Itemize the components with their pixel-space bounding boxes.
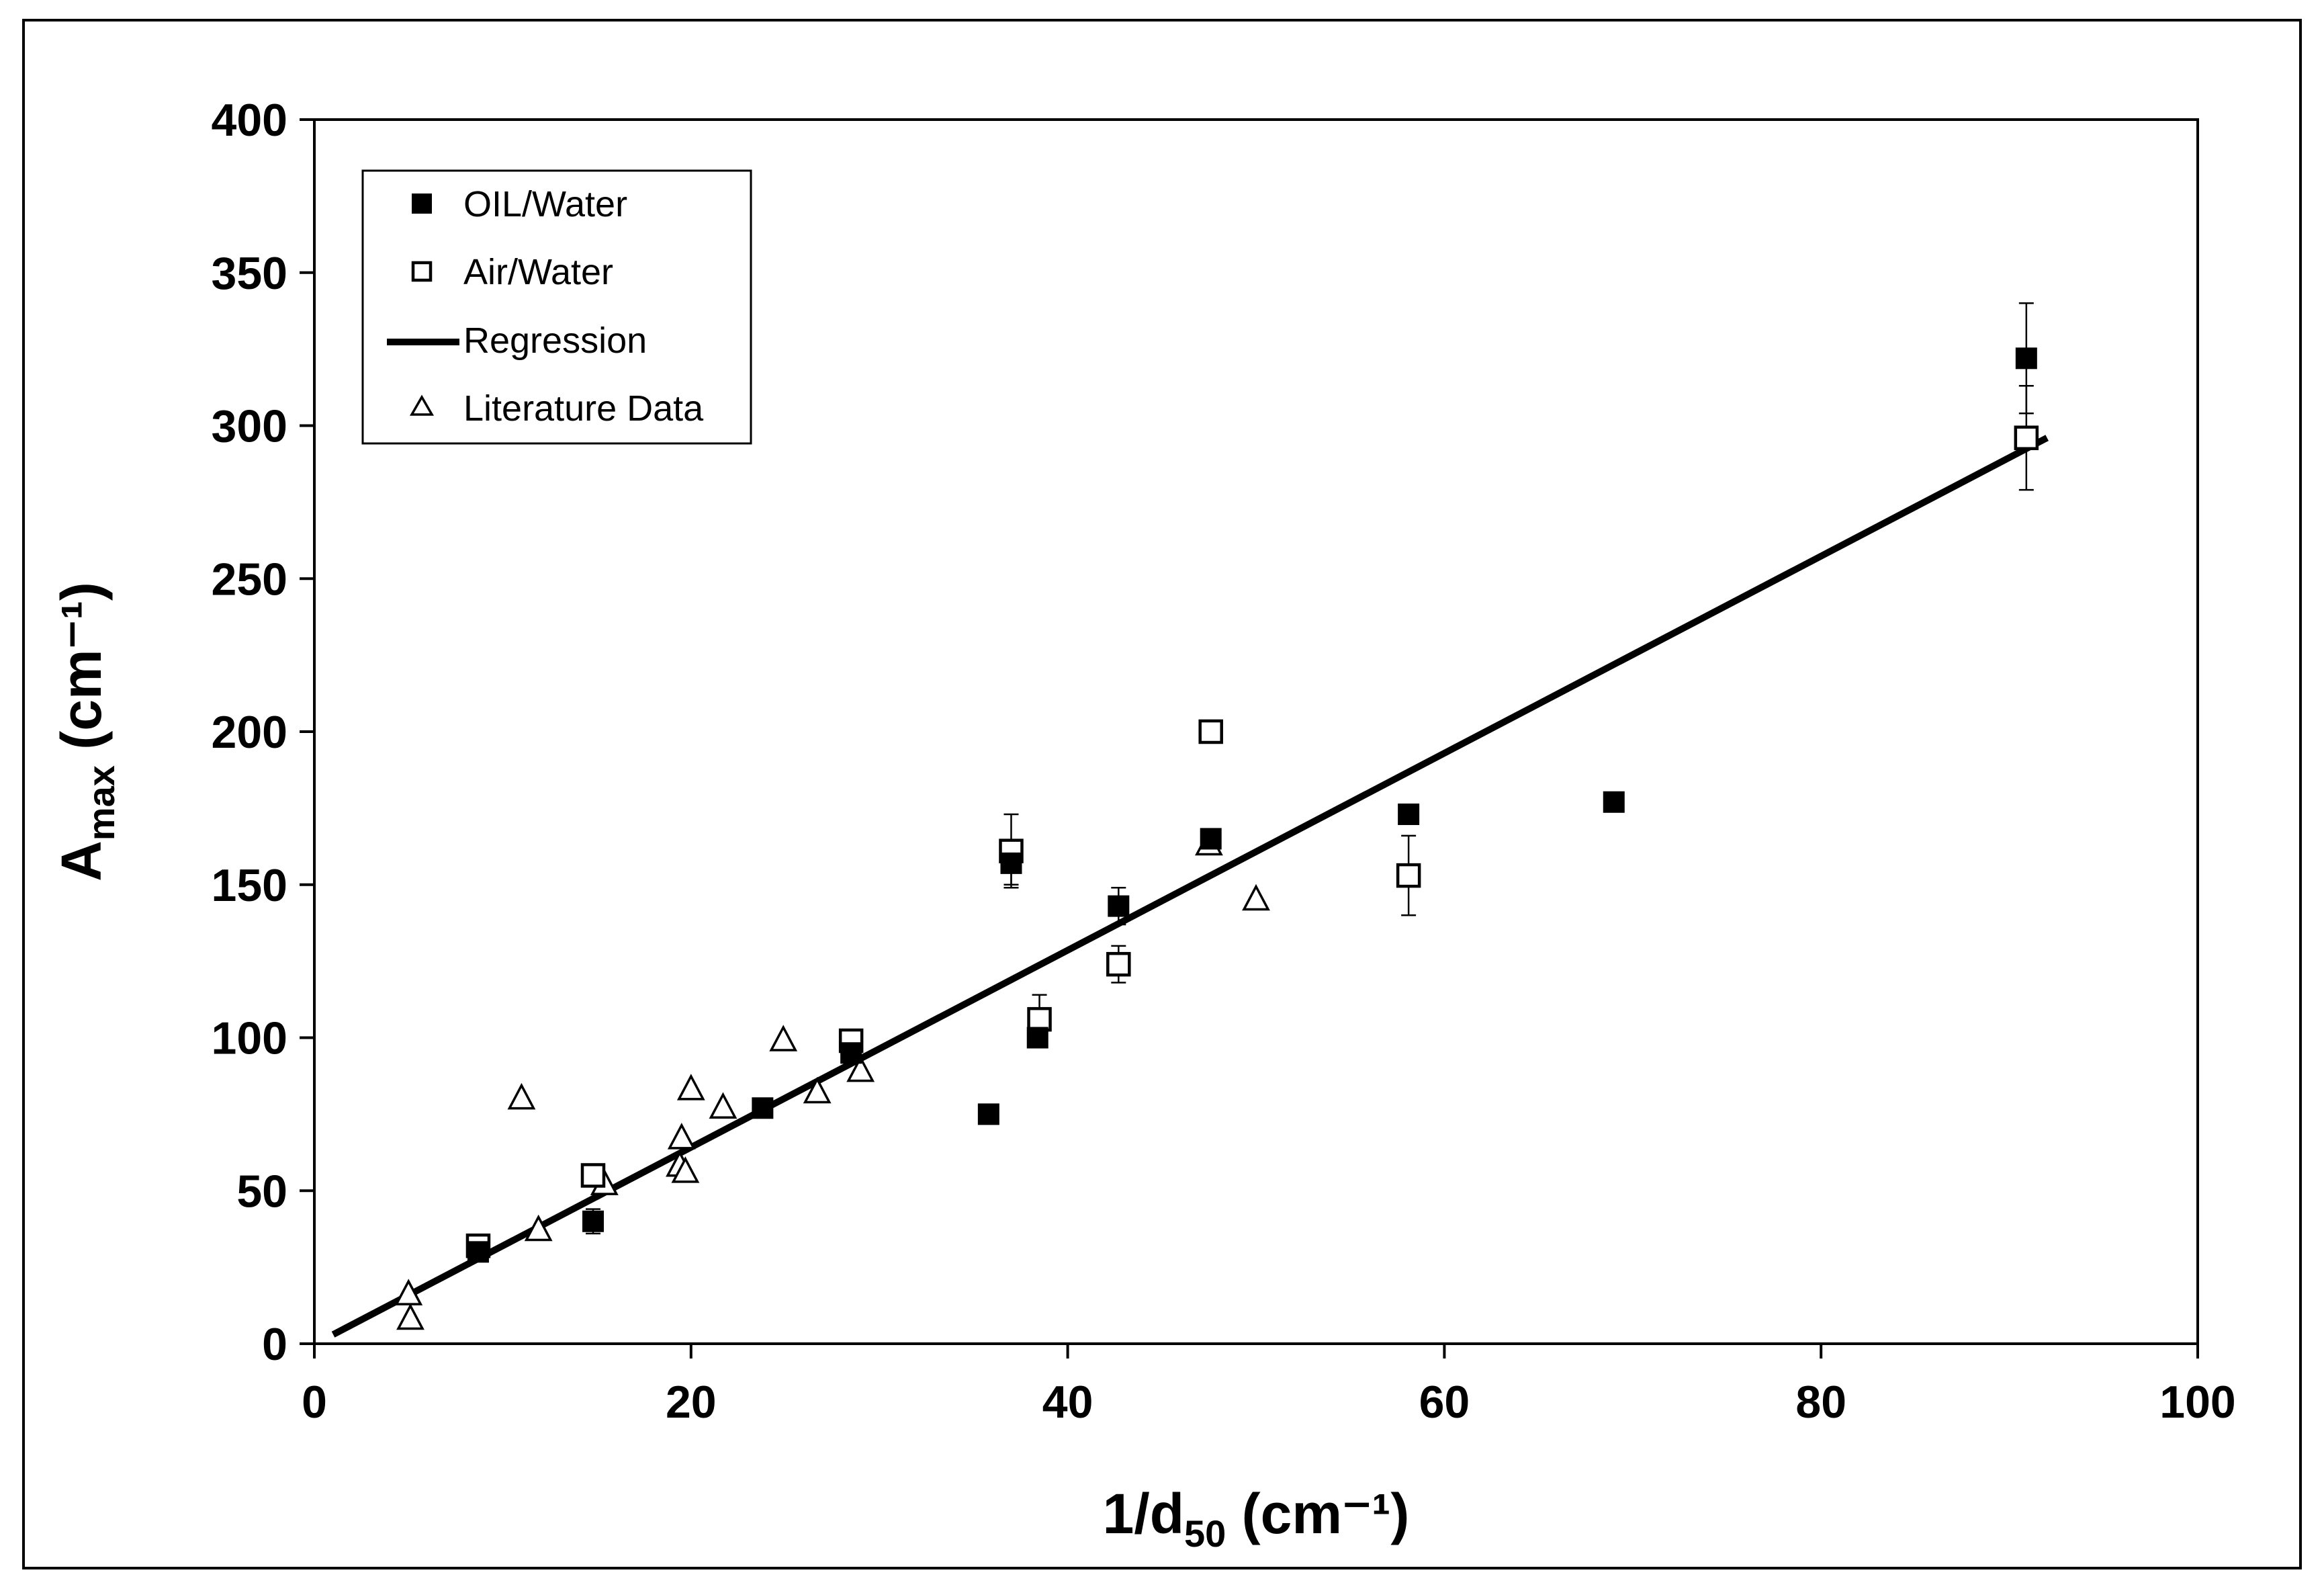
- legend-marker-literature: [409, 394, 435, 416]
- literature-point: [709, 1092, 738, 1119]
- y-tick-label: 300: [212, 401, 287, 452]
- x-tick-label: 80: [1795, 1377, 1846, 1428]
- oil-water-point: [1200, 828, 1222, 850]
- literature-point: [846, 1055, 875, 1082]
- x-axis-title-unit: (cm⁻¹): [1226, 1482, 1409, 1545]
- air-water-point: [580, 1163, 606, 1188]
- literature-point: [667, 1123, 696, 1150]
- oil-water-point: [752, 1097, 774, 1119]
- y-axis-title: Amax (cm⁻¹): [50, 582, 122, 881]
- x-tick-label: 60: [1419, 1377, 1470, 1428]
- oil-water-point: [1398, 803, 1420, 825]
- air-water-point: [2014, 425, 2039, 450]
- x-tick-label: 20: [666, 1377, 717, 1428]
- x-axis-title-main: 1/d: [1103, 1482, 1184, 1545]
- air-water-point: [1396, 863, 1421, 888]
- air-water-point: [1106, 951, 1131, 977]
- legend-label-regression: Regression: [463, 320, 647, 361]
- literature-point: [394, 1279, 423, 1305]
- legend: OIL/Water Air/Water Regression Literatur…: [361, 169, 752, 445]
- y-tick-label: 150: [212, 860, 287, 911]
- legend-label-air-water: Air/Water: [463, 252, 613, 292]
- oil-water-point: [977, 1103, 999, 1125]
- literature-point: [671, 1156, 700, 1183]
- oil-water-point: [1026, 1027, 1048, 1049]
- y-axis-ticks: 0 50 100 150 200 250 300 350 400: [212, 95, 314, 1370]
- y-tick-label: 50: [236, 1166, 287, 1217]
- oil-water-point: [840, 1042, 862, 1064]
- legend-label-oil-water: OIL/Water: [463, 184, 627, 224]
- oil-water-point: [2015, 347, 2037, 370]
- x-axis-title-sub: 50: [1184, 1512, 1226, 1555]
- x-axis-ticks: 0 20 40 60 80 100: [302, 1344, 2236, 1428]
- oil-water-point: [1000, 852, 1022, 874]
- literature-point: [524, 1214, 553, 1242]
- y-axis-title-main: A: [50, 840, 113, 881]
- legend-label-literature: Literature Data: [463, 388, 704, 429]
- x-tick-label: 100: [2159, 1377, 2235, 1428]
- literature-point: [507, 1082, 536, 1110]
- regression-line: [331, 435, 2049, 1338]
- x-axis-title: 1/d50 (cm⁻¹): [1103, 1482, 1410, 1555]
- literature-point: [1242, 883, 1270, 911]
- y-tick-label: 400: [212, 95, 287, 146]
- oil-water-point: [1603, 791, 1625, 813]
- data-marks: [331, 302, 2049, 1338]
- literature-point: [803, 1076, 832, 1104]
- oil-water-point: [467, 1241, 489, 1263]
- legend-marker-oil-water: [412, 193, 432, 214]
- y-axis-title-sub: max: [80, 765, 122, 840]
- y-tick-label: 350: [212, 248, 287, 299]
- x-tick-label: 0: [302, 1377, 327, 1428]
- y-tick-label: 0: [262, 1319, 287, 1370]
- y-axis-title-unit: (cm⁻¹): [50, 582, 113, 765]
- y-tick-label: 250: [212, 554, 287, 605]
- y-tick-label: 200: [212, 707, 287, 758]
- air-water-point: [1027, 1006, 1052, 1032]
- legend-box: [361, 169, 752, 445]
- oil-water-point: [582, 1210, 604, 1232]
- oil-water-point: [1108, 895, 1130, 917]
- air-water-point: [1198, 719, 1223, 744]
- legend-marker-air-water: [411, 261, 433, 282]
- literature-point: [676, 1074, 705, 1101]
- y-tick-label: 100: [212, 1013, 287, 1064]
- literature-point: [769, 1025, 798, 1051]
- x-tick-label: 40: [1042, 1377, 1093, 1428]
- literature-point: [396, 1303, 424, 1330]
